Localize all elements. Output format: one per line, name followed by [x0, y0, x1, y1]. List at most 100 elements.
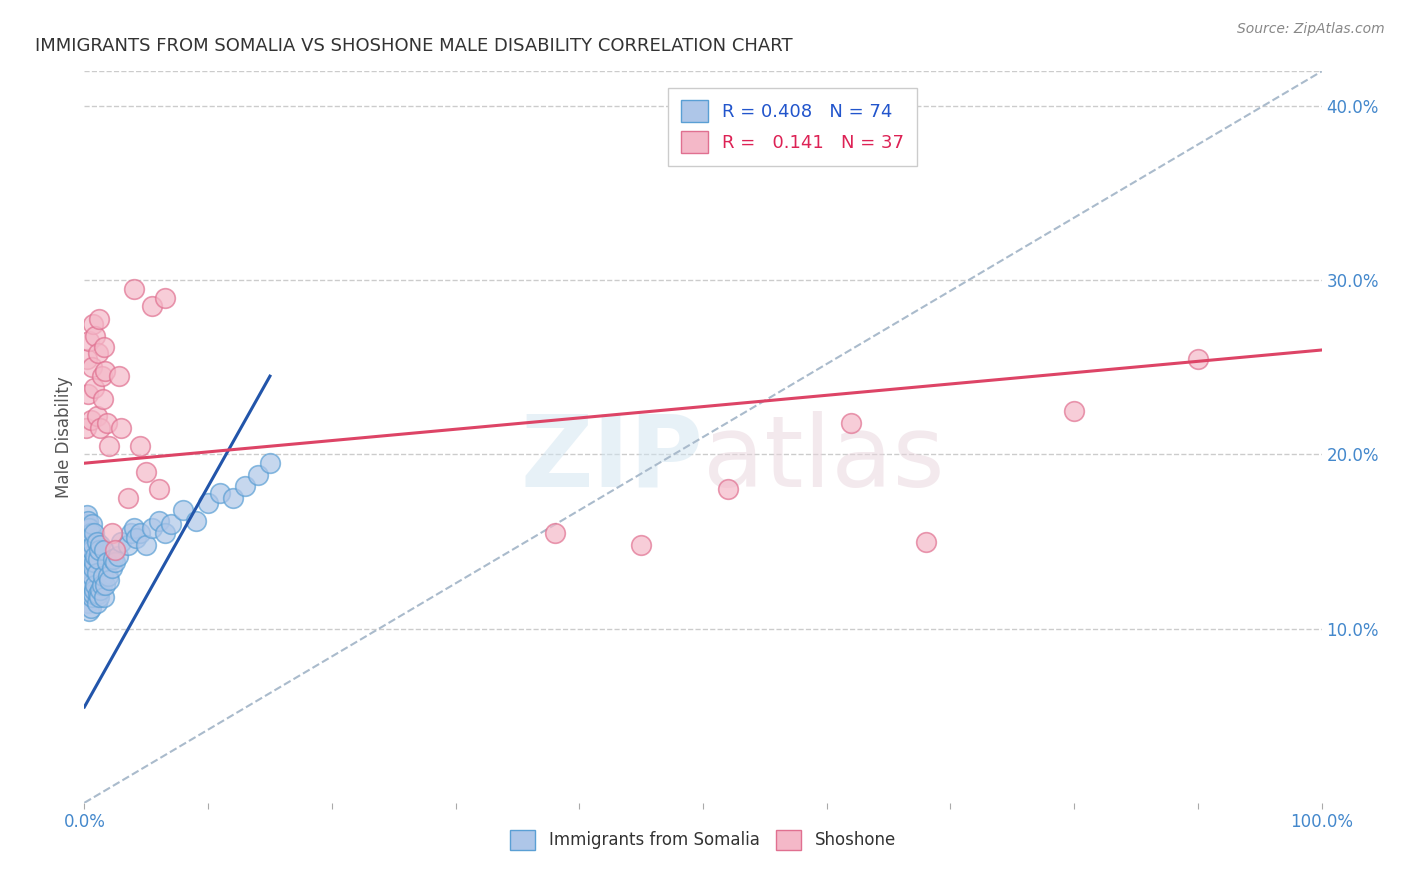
- Point: [82, 317, 104, 331]
- Point: [89, 538, 111, 552]
- Point: [77, 578, 100, 592]
- Point: [84, 329, 107, 343]
- Point: [79, 578, 101, 592]
- Point: [94, 364, 117, 378]
- Point: [87, 552, 110, 566]
- Point: [101, 552, 124, 566]
- Point: [91, 392, 114, 406]
- Point: [79, 525, 101, 540]
- Point: [117, 491, 139, 505]
- Point: [630, 538, 652, 552]
- Text: IMMIGRANTS FROM SOMALIA VS SHOSHONE MALE DISABILITY CORRELATION CHART: IMMIGRANTS FROM SOMALIA VS SHOSHONE MALE…: [35, 37, 793, 54]
- Point: [89, 583, 111, 598]
- Point: [83, 381, 105, 395]
- Point: [90, 578, 112, 592]
- Point: [117, 538, 139, 552]
- Point: [84, 578, 107, 592]
- Point: [543, 525, 565, 540]
- Point: [86, 566, 108, 580]
- Point: [89, 591, 111, 605]
- Point: [89, 311, 111, 326]
- Point: [75, 534, 97, 549]
- Point: [80, 569, 103, 583]
- Point: [160, 517, 183, 532]
- Point: [222, 491, 245, 505]
- Point: [259, 456, 281, 470]
- Point: [79, 604, 101, 618]
- Point: [110, 421, 132, 435]
- Point: [197, 496, 219, 510]
- Point: [120, 525, 142, 540]
- Point: [79, 600, 101, 615]
- Point: [86, 534, 108, 549]
- Point: [77, 556, 100, 570]
- Point: [75, 421, 97, 435]
- Legend: Immigrants from Somalia, Shoshone: Immigrants from Somalia, Shoshone: [503, 823, 903, 856]
- Point: [76, 525, 98, 540]
- Point: [98, 573, 121, 587]
- Point: [83, 525, 105, 540]
- Point: [96, 556, 118, 570]
- Point: [97, 569, 120, 583]
- Point: [209, 485, 232, 500]
- Point: [93, 339, 115, 353]
- Point: [1063, 404, 1085, 418]
- Point: [93, 543, 115, 558]
- Point: [79, 556, 101, 570]
- Point: [110, 534, 132, 549]
- Point: [75, 517, 97, 532]
- Point: [107, 549, 129, 563]
- Point: [76, 543, 98, 558]
- Point: [84, 549, 107, 563]
- Point: [82, 560, 104, 574]
- Text: ZIP: ZIP: [520, 410, 703, 508]
- Point: [82, 538, 104, 552]
- Point: [717, 483, 740, 497]
- Point: [83, 556, 105, 570]
- Point: [80, 591, 103, 605]
- Point: [83, 583, 105, 598]
- Point: [141, 521, 163, 535]
- Y-axis label: Male Disability: Male Disability: [55, 376, 73, 498]
- Point: [104, 543, 127, 558]
- Point: [94, 578, 117, 592]
- Point: [914, 534, 936, 549]
- Point: [172, 503, 194, 517]
- Point: [79, 549, 101, 563]
- Point: [98, 439, 121, 453]
- Point: [141, 300, 163, 314]
- Point: [90, 369, 112, 384]
- Point: [76, 508, 98, 523]
- Point: [1187, 351, 1209, 366]
- Point: [87, 346, 110, 360]
- Point: [77, 538, 100, 552]
- Point: [233, 479, 256, 493]
- Point: [80, 517, 103, 532]
- Point: [100, 525, 122, 540]
- Point: [153, 291, 176, 305]
- Point: [148, 514, 170, 528]
- Point: [100, 560, 122, 574]
- Point: [148, 483, 170, 497]
- Point: [80, 360, 103, 375]
- Point: [184, 514, 207, 528]
- Point: [93, 591, 115, 605]
- Point: [122, 282, 145, 296]
- Point: [104, 556, 127, 570]
- Point: [135, 465, 157, 479]
- Point: [87, 587, 110, 601]
- Point: [89, 543, 111, 558]
- Point: [79, 412, 101, 426]
- Point: [89, 421, 111, 435]
- Point: [82, 587, 104, 601]
- Point: [76, 351, 98, 366]
- Point: [76, 569, 98, 583]
- Point: [77, 386, 100, 401]
- Point: [79, 334, 101, 349]
- Point: [86, 595, 108, 609]
- Point: [96, 416, 118, 430]
- Point: [125, 531, 148, 545]
- Point: [91, 569, 114, 583]
- Point: [129, 439, 152, 453]
- Text: atlas: atlas: [703, 410, 945, 508]
